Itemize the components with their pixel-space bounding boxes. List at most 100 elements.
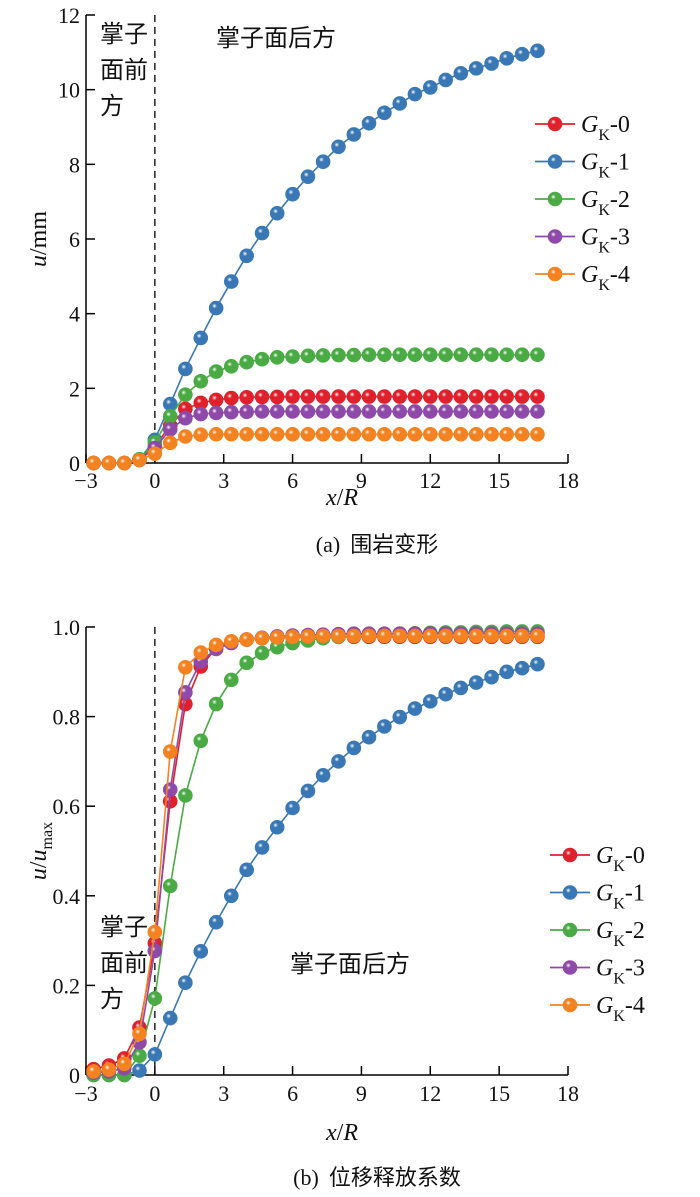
data-point <box>514 389 530 404</box>
data-point <box>86 1064 101 1079</box>
legend-entry: GK-4 <box>550 993 645 1025</box>
data-point <box>223 274 239 289</box>
data-point <box>514 426 530 442</box>
data-point <box>468 61 484 76</box>
data-point <box>346 404 362 419</box>
data-point <box>530 389 545 404</box>
y-axis-label: u/umax <box>26 822 56 880</box>
legend-entry: GK-4 <box>535 262 630 294</box>
legend-label-sub: K <box>613 1008 625 1025</box>
data-point <box>315 628 331 644</box>
legend-label-main: G <box>581 150 598 176</box>
legend-label-main: G <box>596 956 613 982</box>
legend-label: GK-2 <box>596 918 645 950</box>
legend-label-suffix: -3 <box>610 225 630 251</box>
legend-label-sub: K <box>613 858 625 875</box>
data-point <box>361 729 377 745</box>
data-point <box>269 389 285 405</box>
legend-marker <box>562 922 578 938</box>
data-point <box>407 389 423 404</box>
data-point <box>530 347 545 363</box>
legend-label-sub: K <box>613 896 625 913</box>
data-point <box>499 426 515 442</box>
data-point <box>438 686 453 702</box>
data-point <box>101 1062 117 1077</box>
data-point <box>392 389 408 404</box>
data-point <box>361 347 377 363</box>
data-point <box>346 347 362 363</box>
annotation-before-face: 掌子 <box>100 21 148 48</box>
legend-label-main: G <box>581 187 598 213</box>
legend-marker <box>562 847 578 863</box>
data-point <box>162 782 178 797</box>
data-point <box>453 347 469 363</box>
data-point <box>178 788 193 803</box>
y-axis-label: u/mm <box>26 211 52 267</box>
data-point <box>223 672 239 688</box>
data-point <box>346 740 362 756</box>
data-point <box>178 410 193 426</box>
data-point <box>315 348 331 363</box>
data-point <box>193 944 209 959</box>
data-point <box>117 455 132 471</box>
data-point <box>254 225 270 241</box>
data-point <box>239 389 254 405</box>
data-point <box>300 169 316 184</box>
data-point <box>377 404 392 419</box>
legend-label-main: G <box>596 881 613 907</box>
caption-text: 围岩变形 <box>350 532 438 557</box>
data-point <box>438 404 453 419</box>
data-point <box>468 404 484 419</box>
data-point <box>315 426 331 442</box>
data-point <box>178 660 193 675</box>
data-point <box>101 455 117 471</box>
x-axis-label-sep: / <box>337 485 344 511</box>
x-tick-label: −3 <box>74 1081 97 1106</box>
series-GK-4 <box>86 426 545 471</box>
data-point <box>346 127 362 142</box>
data-point <box>514 404 530 419</box>
legend-marker <box>562 997 578 1013</box>
data-point <box>300 629 316 644</box>
data-point <box>422 426 438 442</box>
data-point <box>300 389 316 404</box>
data-point <box>377 389 392 404</box>
data-point <box>147 943 163 959</box>
data-point <box>407 426 423 442</box>
data-point <box>407 404 423 419</box>
data-point <box>331 628 346 644</box>
data-point <box>269 350 285 365</box>
legend-label-sub: K <box>598 127 610 144</box>
legend-label: GK-2 <box>581 187 630 219</box>
x-tick-label: 18 <box>557 468 579 493</box>
data-point <box>208 696 224 712</box>
y-axis-label-var: u <box>26 868 52 880</box>
data-point <box>392 347 408 363</box>
x-tick-label: 15 <box>488 468 510 493</box>
data-point <box>468 389 484 404</box>
data-point <box>162 422 178 437</box>
y-tick-label: 2 <box>69 376 80 401</box>
data-point <box>208 914 224 930</box>
series-GK-0 <box>86 629 545 1077</box>
legend-marker <box>562 960 578 975</box>
data-point <box>407 347 423 363</box>
annotation-before-face: 方 <box>100 986 124 1013</box>
y-tick-label: 0.4 <box>53 884 81 909</box>
data-point <box>392 709 408 725</box>
data-point <box>254 404 270 419</box>
data-point <box>285 389 300 404</box>
data-point <box>208 405 224 421</box>
legend-label-suffix: -4 <box>610 262 630 288</box>
data-point <box>147 924 163 940</box>
legend-label-suffix: -4 <box>625 993 645 1019</box>
x-tick-label: 18 <box>557 1081 579 1106</box>
x-tick-label: 6 <box>287 468 298 493</box>
x-axis-label: x/R <box>325 485 358 511</box>
legend-label-main: G <box>596 993 613 1019</box>
data-point <box>453 628 469 644</box>
series-line <box>93 636 538 1070</box>
data-point <box>422 694 438 709</box>
series-line <box>93 632 538 1074</box>
x-tick-label: 15 <box>488 1081 510 1106</box>
